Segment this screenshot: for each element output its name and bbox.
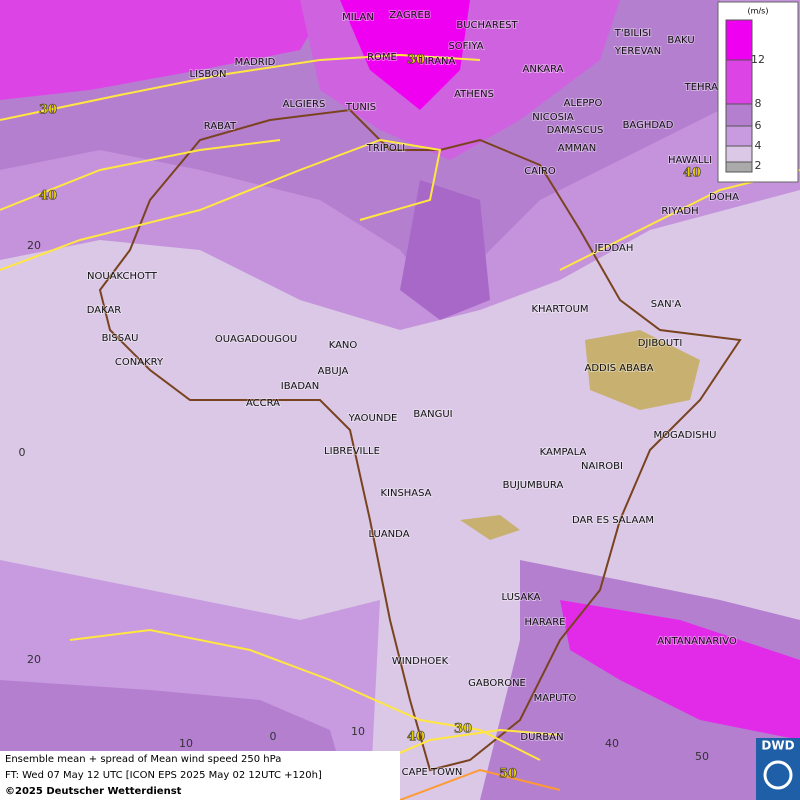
city-label: NICOSIA bbox=[532, 112, 574, 123]
city-label: TRIPOLI bbox=[366, 143, 405, 154]
city-label: HARARE bbox=[524, 617, 565, 628]
city-label: DOHA bbox=[709, 192, 739, 203]
lat-label: 20 bbox=[27, 239, 41, 252]
city-label: IBADAN bbox=[281, 381, 320, 392]
city-label: RABAT bbox=[204, 121, 237, 132]
coastline bbox=[98, 108, 742, 772]
city-label: WINDHOEK bbox=[392, 656, 449, 667]
city-label: SAN'A bbox=[651, 299, 682, 310]
contour-label: 40 bbox=[683, 166, 701, 181]
legend-label: 8 bbox=[755, 97, 762, 110]
city-label: LUANDA bbox=[368, 529, 409, 540]
city-label: JEDDAH bbox=[594, 243, 634, 254]
lat-label: 0 bbox=[19, 446, 26, 459]
city-label: MAPUTO bbox=[534, 693, 577, 704]
city-label: YEREVAN bbox=[614, 46, 661, 57]
legend-label: 12 bbox=[751, 53, 765, 66]
lon-label: 50 bbox=[695, 750, 709, 763]
lat-label: 20 bbox=[27, 653, 41, 666]
city-label: CAPE TOWN bbox=[402, 767, 463, 778]
city-label: ACCRA bbox=[246, 398, 280, 409]
city-label: CAIRO bbox=[524, 166, 556, 177]
city-label: HAWALLI bbox=[668, 155, 712, 166]
contour-label: 40 bbox=[407, 730, 425, 745]
city-label: ABUJA bbox=[318, 366, 349, 377]
legend-label: 4 bbox=[755, 139, 762, 152]
isotach-50 bbox=[399, 768, 561, 801]
contour-label: 40 bbox=[39, 189, 57, 204]
city-label: ROME bbox=[367, 52, 397, 63]
city-label: T'BILISI bbox=[614, 28, 651, 39]
logo-text: DWD bbox=[761, 739, 794, 753]
city-label: NAIROBI bbox=[581, 461, 623, 472]
city-label: DAKAR bbox=[87, 305, 122, 316]
city-label: DAMASCUS bbox=[547, 125, 604, 136]
city-label: KHARTOUM bbox=[531, 304, 588, 315]
city-label: LIBREVILLE bbox=[324, 446, 380, 457]
city-label: ADDIS ABABA bbox=[585, 363, 654, 374]
footer-line: ©2025 Deutscher Wetterdienst bbox=[5, 786, 182, 797]
city-label: LISBON bbox=[190, 69, 227, 80]
city-label: BUCHAREST bbox=[456, 20, 518, 31]
city-label: BISSAU bbox=[102, 333, 139, 344]
city-label: BAGHDAD bbox=[623, 120, 674, 131]
city-label: KAMPALA bbox=[540, 447, 587, 458]
city-label: LUSAKA bbox=[502, 592, 541, 603]
city-label: TUNIS bbox=[345, 102, 376, 113]
city-label: YAOUNDE bbox=[348, 413, 398, 424]
city-label: OUAGADOUGOU bbox=[215, 334, 297, 345]
contour-label: 30 bbox=[39, 103, 57, 118]
legend-label: 6 bbox=[755, 119, 762, 132]
city-label: GABORONE bbox=[468, 678, 526, 689]
city-label: CONAKRY bbox=[115, 357, 164, 368]
footer-box bbox=[0, 751, 400, 800]
city-label: AMMAN bbox=[558, 143, 596, 154]
lon-label: 40 bbox=[605, 737, 619, 750]
city-label: DURBAN bbox=[520, 732, 563, 743]
city-label: NOUAKCHOTT bbox=[87, 271, 158, 282]
lon-label: 10 bbox=[351, 725, 365, 738]
legend-unit: (m/s) bbox=[748, 7, 769, 16]
city-label: RIYADH bbox=[661, 206, 698, 217]
labels: MILAN ZAGREB BUCHAREST T'BILISI BAKU MADRID RO… bbox=[19, 9, 741, 782]
city-label: MOGADISHU bbox=[654, 430, 717, 441]
legend-label: 2 bbox=[755, 159, 762, 172]
city-label: ZAGREB bbox=[389, 10, 431, 21]
city-label: ALGIERS bbox=[283, 99, 326, 110]
contour-label: 30 bbox=[454, 722, 472, 737]
city-label: BANGUI bbox=[413, 409, 452, 420]
lon-label: 0 bbox=[270, 730, 277, 743]
contour-label: 50 bbox=[499, 767, 517, 782]
footer-line: Ensemble mean + spread of Mean wind spee… bbox=[5, 754, 281, 765]
city-label: TIRANA bbox=[418, 56, 456, 67]
city-label: DJIBOUTI bbox=[638, 338, 683, 349]
city-label: ATHENS bbox=[454, 89, 494, 100]
city-label: SOFIYA bbox=[448, 41, 483, 52]
city-label: ANTANANARIVO bbox=[657, 636, 737, 647]
logo-icon bbox=[763, 760, 793, 790]
city-label: MILAN bbox=[342, 12, 374, 23]
legend: (m/s) 12 8 6 4 2 bbox=[717, 1, 799, 183]
city-label: KINSHASA bbox=[380, 488, 431, 499]
city-label: ANKARA bbox=[523, 64, 564, 75]
city-label: KANO bbox=[329, 340, 358, 351]
lon-label: 10 bbox=[179, 737, 193, 750]
city-label: ALEPPO bbox=[564, 98, 603, 109]
city-label: MADRID bbox=[235, 57, 276, 68]
contour-label: 30 bbox=[407, 53, 425, 68]
city-label: BUJUMBURA bbox=[503, 480, 564, 491]
logo-box bbox=[756, 738, 800, 800]
city-label: TEHRAN bbox=[684, 82, 726, 93]
city-label: BAKU bbox=[667, 35, 694, 46]
city-label: DAR ES SALAAM bbox=[572, 515, 654, 526]
footer-line: FT: Wed 07 May 12 UTC [ICON EPS 2025 May… bbox=[5, 770, 322, 781]
